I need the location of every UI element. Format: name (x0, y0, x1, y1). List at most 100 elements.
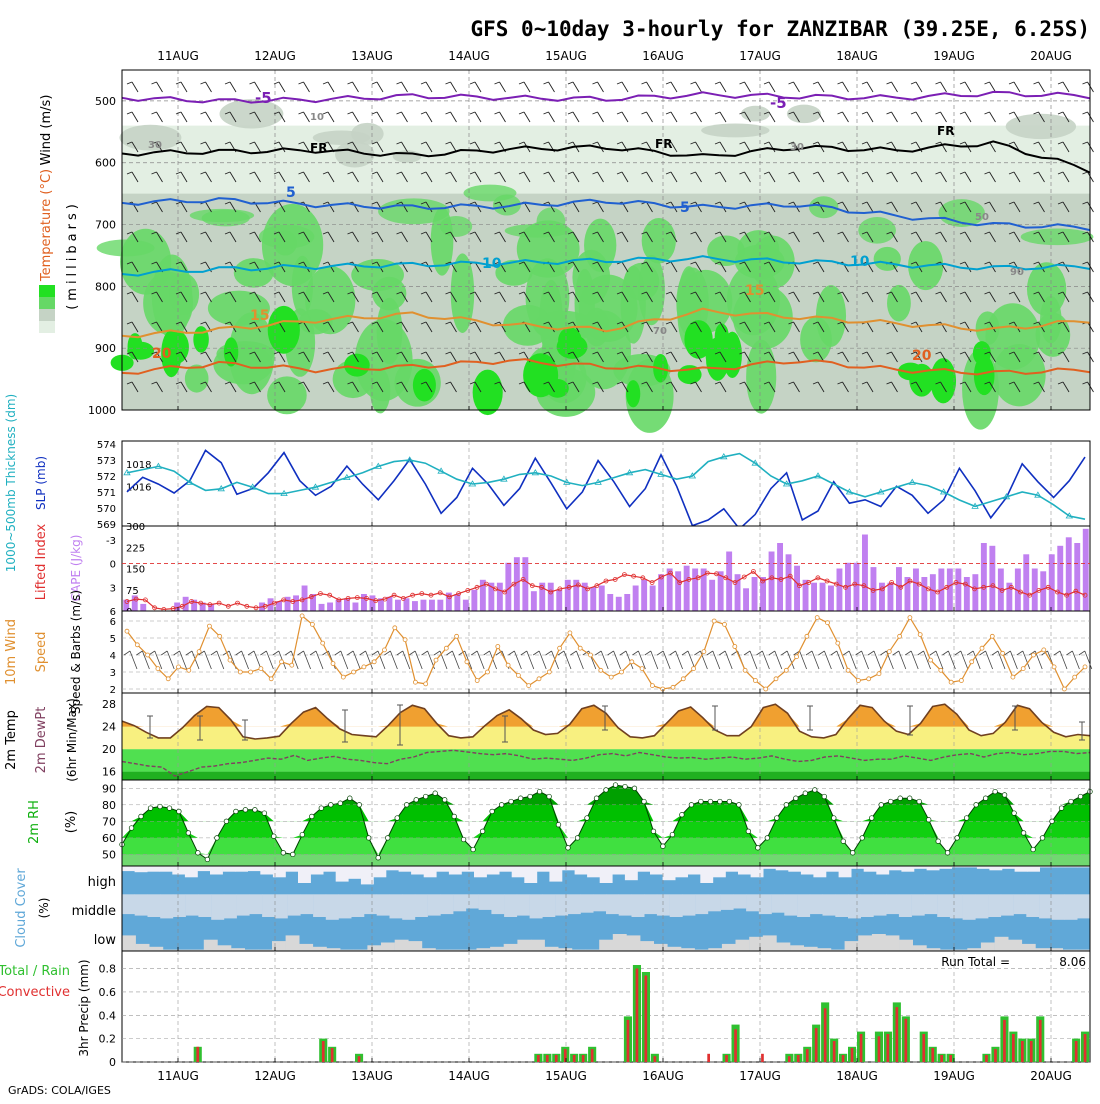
cloud-cell-low (653, 943, 668, 951)
wind-barb (224, 231, 237, 243)
wind-barb (1033, 261, 1045, 273)
li-marker (124, 599, 130, 604)
cloud-cell-high (1064, 866, 1078, 868)
li-marker (216, 600, 222, 606)
wind-barb (298, 351, 310, 363)
wind-barb (861, 81, 874, 93)
wind-barb (322, 171, 335, 183)
cape-bar (191, 599, 198, 611)
cape-bar (675, 571, 682, 611)
rh-marker (195, 850, 201, 856)
cape-bar (573, 579, 580, 611)
cloud-cell-high (486, 866, 500, 875)
cape-bar (963, 577, 970, 611)
cloud-cell-low (871, 934, 886, 951)
wind-barb (249, 171, 261, 183)
thickness-marker (248, 483, 257, 490)
wind-barb (126, 291, 139, 303)
thickness-marker (845, 488, 854, 495)
wind-marker (330, 661, 336, 666)
precip-bar-convective (590, 1049, 594, 1062)
thickness-marker (500, 475, 508, 482)
precip-tick-label: 0.4 (99, 1009, 117, 1022)
thickness-tick-label: 573 (97, 456, 116, 467)
wind-barb (347, 351, 359, 363)
cloud-cell-middle (682, 894, 696, 916)
wind-barb (175, 261, 188, 273)
wind-marker (134, 642, 140, 648)
wind-barb (445, 141, 457, 153)
cloud-cell-high (562, 866, 575, 871)
wind-barb (616, 351, 629, 363)
wind-barb (518, 171, 531, 183)
cloud-cell-high (851, 866, 864, 869)
cape-bar (496, 582, 503, 611)
date-label-top: 16AUG (642, 49, 684, 63)
wind-barb (175, 291, 188, 303)
li-tick-label: 0 (110, 560, 116, 571)
thickness-marker (123, 469, 131, 476)
wind-barb (445, 111, 457, 123)
date-label-bottom: 17AUG (739, 1069, 781, 1083)
wind-barb (714, 321, 727, 333)
rh-marker (660, 843, 666, 849)
wind-barb (690, 171, 702, 183)
wind-barb (861, 231, 874, 243)
cloud-cell-high (964, 866, 978, 868)
rh-marker (290, 851, 296, 858)
li-marker (428, 592, 434, 598)
wind-barb (151, 351, 163, 363)
wind-tick-label: 2 (110, 685, 116, 696)
wind-barb (420, 231, 433, 243)
wind-barb (739, 81, 751, 93)
cape-bar (547, 582, 554, 611)
wind-barb (1008, 231, 1021, 243)
wind-barb (714, 231, 727, 243)
rh-marker (641, 798, 647, 805)
wind-marker (1041, 647, 1047, 653)
li-marker (714, 571, 719, 577)
rh-marker (1011, 810, 1017, 816)
cloud-cell-high (298, 866, 311, 883)
rh-cell-bright (556, 334, 588, 359)
precip-bar-convective (545, 1055, 549, 1062)
cape-bar (479, 579, 486, 611)
rh-cell-upper (701, 123, 770, 138)
wind-barb (665, 171, 678, 183)
li-marker (631, 573, 636, 579)
cape-tick-label: 300 (126, 522, 145, 533)
wind-barb (494, 231, 506, 243)
isotherm-line (121, 255, 1091, 277)
rh-legend-swatch (39, 321, 55, 333)
wind-barb (322, 321, 335, 333)
li-tick-label: 3 (110, 583, 116, 594)
wind-barb (592, 291, 604, 303)
wind-barb (469, 201, 482, 213)
cloud-cell-low (558, 948, 573, 951)
isotherm-line (121, 90, 1091, 104)
wind-barb (837, 321, 849, 333)
wind-barb (837, 81, 849, 93)
rh-marker (1049, 818, 1055, 824)
rh-marker (432, 790, 438, 796)
wind-marker (897, 633, 902, 639)
wind-barb (665, 351, 678, 363)
rh-marker (309, 813, 315, 820)
cape-bar (853, 562, 860, 611)
li-marker (437, 590, 443, 596)
cloud-cell-low (667, 946, 682, 952)
wind-barb (763, 141, 776, 153)
wind-barb-10m (966, 650, 981, 670)
cloud-cell-middle (580, 894, 594, 913)
li-marker (879, 586, 885, 592)
cape-bar (683, 565, 690, 611)
cape-bar (530, 591, 537, 611)
slp-tick-label: 1016 (126, 482, 151, 493)
wind-barb (763, 351, 776, 363)
cape-bar (802, 579, 809, 611)
cloud-cell-middle (147, 894, 161, 917)
li-marker (833, 581, 839, 587)
thickness-marker (405, 456, 414, 463)
wind-marker (1062, 686, 1067, 692)
wind-barb (812, 81, 825, 93)
